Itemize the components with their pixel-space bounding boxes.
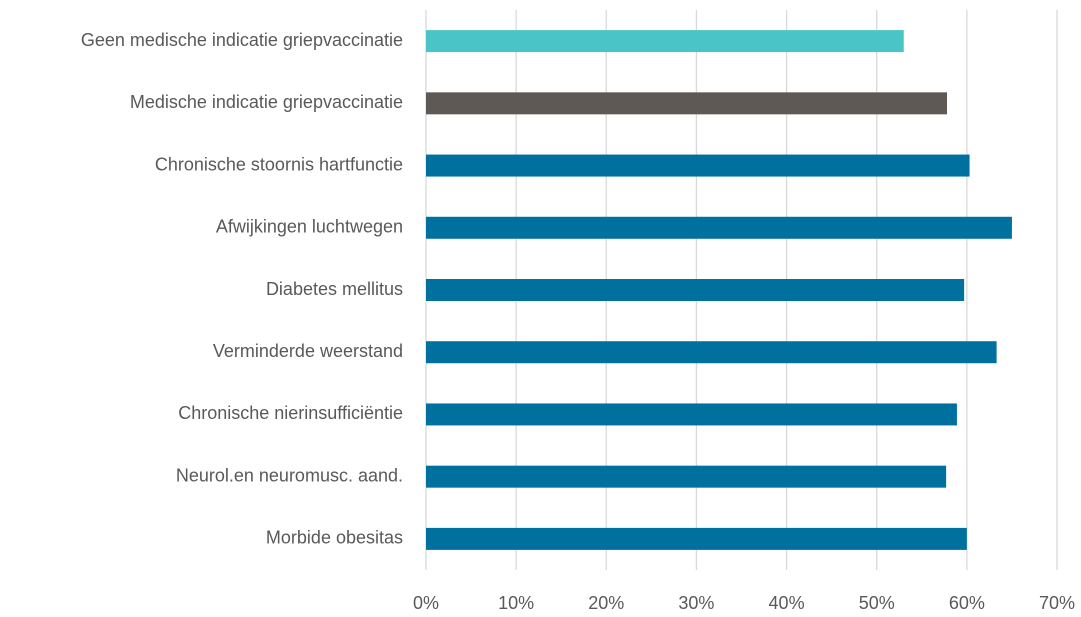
y-tick-label: Geen medische indicatie griepvaccinatie bbox=[81, 30, 403, 50]
y-tick-label: Chronische nierinsufficiëntie bbox=[178, 403, 403, 423]
y-tick-label: Chronische stoornis hartfunctie bbox=[155, 154, 403, 174]
x-tick-label: 50% bbox=[859, 593, 895, 613]
y-tick-label: Diabetes mellitus bbox=[266, 279, 403, 299]
x-tick-label: 70% bbox=[1039, 593, 1075, 613]
bar bbox=[426, 216, 1012, 239]
bar bbox=[426, 279, 965, 301]
bar bbox=[426, 154, 970, 177]
x-tick-label: 60% bbox=[949, 593, 985, 613]
x-tick-label: 20% bbox=[588, 593, 624, 613]
x-tick-label: 40% bbox=[769, 593, 805, 613]
bar bbox=[426, 30, 904, 53]
bar bbox=[426, 527, 967, 550]
bar bbox=[426, 403, 957, 426]
x-tick-label: 10% bbox=[498, 593, 534, 613]
bar bbox=[426, 341, 997, 364]
bar bbox=[426, 92, 948, 115]
y-tick-label: Morbide obesitas bbox=[266, 528, 403, 548]
x-tick-label: 30% bbox=[678, 593, 714, 613]
y-tick-label: Neurol.en neuromusc. aand. bbox=[176, 465, 403, 485]
y-tick-label: Afwijkingen luchtwegen bbox=[216, 217, 403, 237]
y-tick-label: Medische indicatie griepvaccinatie bbox=[130, 92, 403, 112]
bar bbox=[426, 465, 947, 488]
y-tick-label: Verminderde weerstand bbox=[213, 341, 403, 361]
x-tick-label: 0% bbox=[413, 593, 439, 613]
